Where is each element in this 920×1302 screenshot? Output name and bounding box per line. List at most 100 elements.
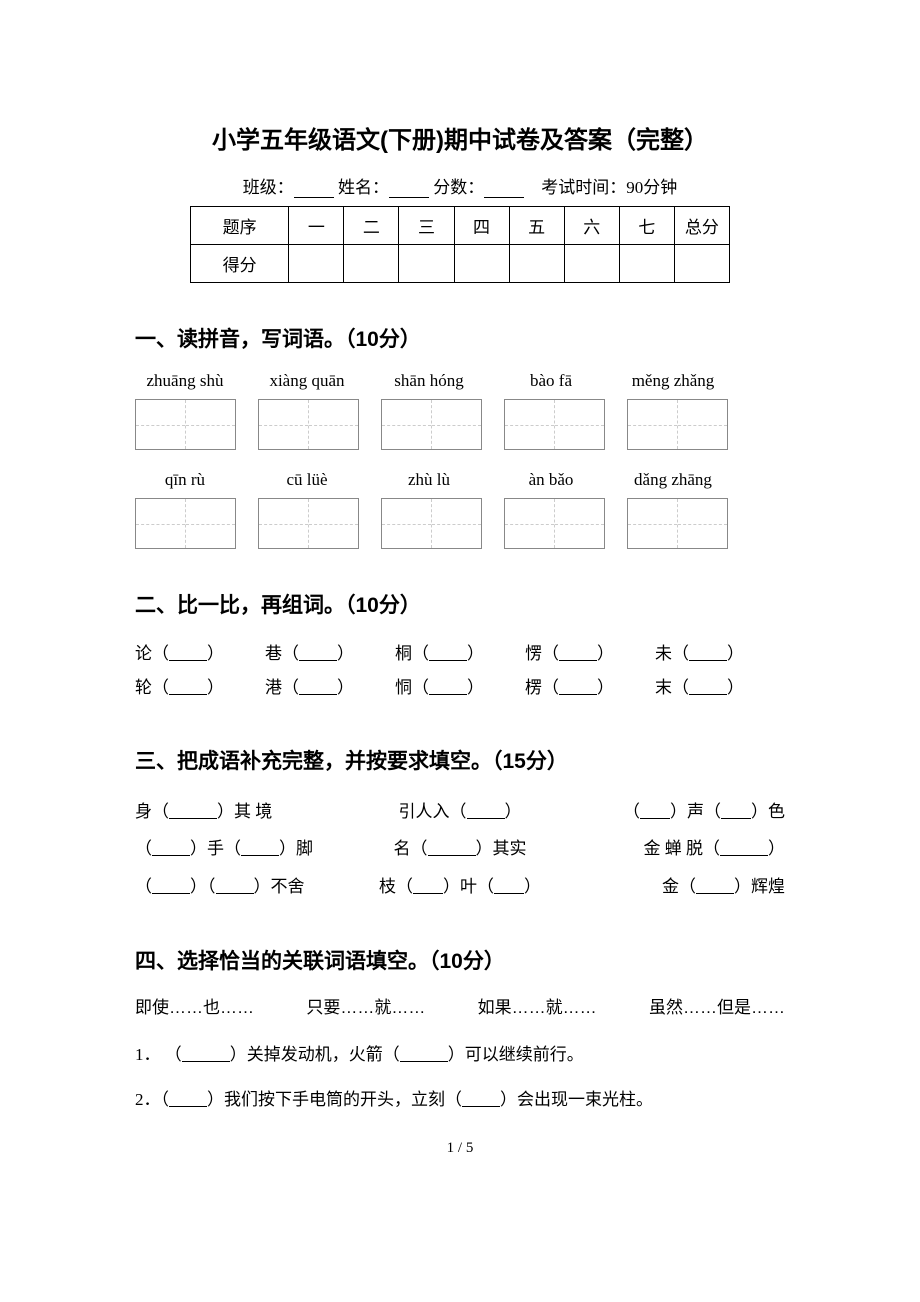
- char-grid[interactable]: [381, 498, 482, 549]
- q3-blank[interactable]: [696, 877, 734, 894]
- q2-blank[interactable]: [169, 644, 207, 661]
- pinyin-row-2: qīn rù cū lüè zhù lù àn bǎo dǎng zhāng: [135, 470, 785, 490]
- q2-blank[interactable]: [689, 644, 727, 661]
- col-6: 六: [564, 207, 619, 245]
- q4-blank[interactable]: [182, 1045, 230, 1062]
- pinyin-item: zhù lù: [379, 470, 479, 490]
- q3-item: 引人入（）: [352, 793, 569, 830]
- q3-item: 身（）其 境: [135, 793, 352, 830]
- class-blank[interactable]: [294, 180, 334, 198]
- char-grid[interactable]: [627, 399, 728, 450]
- q2-item: 楞（）: [525, 671, 655, 705]
- q3-blank[interactable]: [721, 802, 751, 819]
- q3-blank[interactable]: [720, 839, 768, 856]
- q4-text: （: [161, 1090, 170, 1109]
- q3-blank[interactable]: [169, 802, 217, 819]
- score-cell[interactable]: [619, 245, 674, 283]
- q3-row: （）手（）脚 名（）其实 金 蝉 脱（）: [135, 830, 785, 867]
- col-4: 四: [454, 207, 509, 245]
- q3-blank[interactable]: [640, 802, 670, 819]
- q4-blank[interactable]: [462, 1090, 500, 1107]
- q2-blank[interactable]: [429, 644, 467, 661]
- section-2-heading: 二、比一比，再组词。（10分）: [135, 589, 785, 619]
- q2-item: 愣（）: [525, 637, 655, 671]
- q3-item: 金 蝉 脱（）: [568, 830, 785, 867]
- q2-item: 恫（）: [395, 671, 525, 705]
- char-grid[interactable]: [135, 498, 236, 549]
- col-total: 总分: [674, 207, 729, 245]
- score-cell[interactable]: [564, 245, 619, 283]
- q4-line-1: 1． （）关掉发动机，火箭（）可以继续前行。: [135, 1040, 785, 1065]
- char-grid[interactable]: [504, 498, 605, 549]
- q3-blank[interactable]: [428, 839, 476, 856]
- q2-item: 论（）: [135, 637, 265, 671]
- score-cell[interactable]: [399, 245, 454, 283]
- score-blank[interactable]: [484, 180, 524, 198]
- score-table: 题序 一 二 三 四 五 六 七 总分 得分: [190, 206, 730, 283]
- q3-blank[interactable]: [467, 802, 505, 819]
- q3-item: （）声（）色: [568, 793, 785, 830]
- char-grid[interactable]: [258, 399, 359, 450]
- char-grid[interactable]: [135, 399, 236, 450]
- pinyin-item: qīn rù: [135, 470, 235, 490]
- q2-row-1: 论（） 巷（） 桐（） 愣（） 未（）: [135, 637, 785, 671]
- pinyin-item: cū lüè: [257, 470, 357, 490]
- q4-option: 如果……就……: [478, 993, 597, 1018]
- char-grid[interactable]: [258, 498, 359, 549]
- section-4-options: 即使……也…… 只要……就…… 如果……就…… 虽然……但是……: [135, 993, 785, 1018]
- student-info-line: 班级： 姓名： 分数： 考试时间：90分钟: [135, 173, 785, 198]
- q2-blank[interactable]: [559, 678, 597, 695]
- name-label: 姓名：: [338, 178, 389, 197]
- q3-blank[interactable]: [152, 839, 190, 856]
- q2-blank[interactable]: [689, 678, 727, 695]
- pinyin-item: měng zhǎng: [623, 371, 723, 391]
- q3-blank[interactable]: [494, 877, 524, 894]
- q2-blank[interactable]: [559, 644, 597, 661]
- pinyin-item: shān hóng: [379, 371, 479, 391]
- col-1: 一: [289, 207, 344, 245]
- page-number: 1 / 5: [135, 1140, 785, 1157]
- q3-blank[interactable]: [413, 877, 443, 894]
- pinyin-row-1: zhuāng shù xiàng quān shān hóng bào fā m…: [135, 371, 785, 391]
- q4-num: 1．: [135, 1045, 161, 1064]
- col-2: 二: [344, 207, 399, 245]
- q2-blank[interactable]: [169, 678, 207, 695]
- score-cell[interactable]: [509, 245, 564, 283]
- q3-row: 身（）其 境 引人入（） （）声（）色: [135, 793, 785, 830]
- q4-text: ）我们按下手电筒的开头，立刻（: [207, 1090, 462, 1109]
- q2-item: 桐（）: [395, 637, 525, 671]
- pinyin-item: àn bǎo: [501, 470, 601, 490]
- name-blank[interactable]: [389, 180, 429, 198]
- q4-line-2: 2．（）我们按下手电筒的开头，立刻（）会出现一束光柱。: [135, 1085, 785, 1110]
- score-table-header-row: 题序 一 二 三 四 五 六 七 总分: [191, 207, 730, 245]
- q3-blank[interactable]: [241, 839, 279, 856]
- section-3-content: 身（）其 境 引人入（） （）声（）色 （）手（）脚 名（）其实 金 蝉 脱（）…: [135, 793, 785, 905]
- q2-blank[interactable]: [299, 678, 337, 695]
- q2-blank[interactable]: [429, 678, 467, 695]
- q2-item: 末（）: [655, 671, 785, 705]
- char-grid[interactable]: [627, 498, 728, 549]
- q4-blank[interactable]: [400, 1045, 448, 1062]
- q4-text: ）关掉发动机，火箭（: [230, 1045, 400, 1064]
- q2-item: 轮（）: [135, 671, 265, 705]
- q4-blank[interactable]: [169, 1090, 207, 1107]
- score-cell[interactable]: [289, 245, 344, 283]
- q2-item: 港（）: [265, 671, 395, 705]
- score-label: 分数：: [433, 178, 484, 197]
- q3-row: （）（）不舍 枝（）叶（） 金（）辉煌: [135, 868, 785, 905]
- score-cell[interactable]: [454, 245, 509, 283]
- pinyin-item: bào fā: [501, 371, 601, 391]
- q2-item: 巷（）: [265, 637, 395, 671]
- q3-blank[interactable]: [152, 877, 190, 894]
- q4-option: 只要……就……: [306, 993, 425, 1018]
- score-cell[interactable]: [674, 245, 729, 283]
- q2-blank[interactable]: [299, 644, 337, 661]
- char-grid[interactable]: [504, 399, 605, 450]
- q3-item: （）手（）脚: [135, 830, 352, 867]
- q3-blank[interactable]: [216, 877, 254, 894]
- score-cell[interactable]: [344, 245, 399, 283]
- section-1-heading: 一、读拼音，写词语。（10分）: [135, 323, 785, 353]
- char-grid[interactable]: [381, 399, 482, 450]
- col-5: 五: [509, 207, 564, 245]
- col-7: 七: [619, 207, 674, 245]
